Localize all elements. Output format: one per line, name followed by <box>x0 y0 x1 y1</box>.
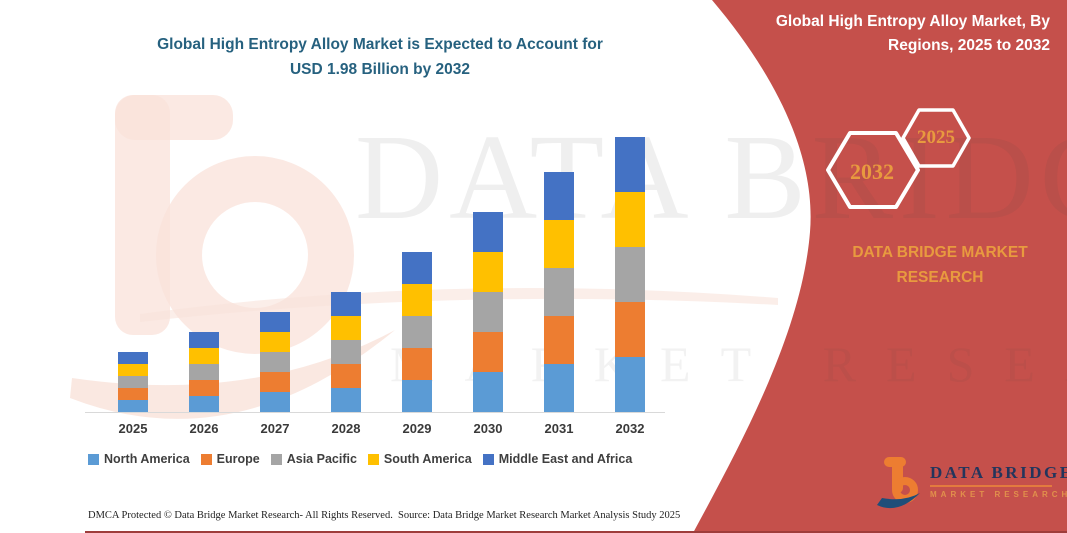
panel-title: Global High Entropy Alloy Market, By Reg… <box>742 10 1060 58</box>
legend-swatch-asia-pacific <box>270 453 282 465</box>
stacked-bar-2027 <box>260 312 290 412</box>
chart-title-line1: Global High Entropy Alloy Market is Expe… <box>157 36 603 53</box>
x-tick-2025: 2025 <box>118 421 148 436</box>
bar-segment-south-america <box>331 316 361 340</box>
bottom-rule <box>85 531 1067 533</box>
databridge-logo-icon <box>877 457 920 509</box>
bar-segment-north-america <box>615 357 645 412</box>
hexagon-label-2032: 2032 <box>850 159 894 184</box>
bar-segment-south-america <box>473 252 503 292</box>
year-hexagons <box>826 108 971 209</box>
footer-dmca: DMCA Protected © Data Bridge Market Rese… <box>88 510 393 521</box>
bar-segment-south-america <box>260 332 290 352</box>
bar-segment-europe <box>189 380 219 396</box>
x-tick-2026: 2026 <box>189 421 219 436</box>
bar-segment-middle-east-and-africa <box>473 212 503 252</box>
bar-segment-asia-pacific <box>331 340 361 364</box>
bar-segment-south-america <box>189 348 219 364</box>
stacked-bar-2031 <box>544 172 574 412</box>
legend-swatch-europe <box>200 453 212 465</box>
bar-segment-asia-pacific <box>118 376 148 388</box>
stacked-bar-2029 <box>402 252 432 412</box>
bar-segment-europe <box>473 332 503 372</box>
bar-segment-south-america <box>615 192 645 247</box>
chart-legend: North America Europe Asia Pacific South Ame… <box>88 452 678 466</box>
legend-label-asia-pacific: Asia Pacific <box>286 452 357 466</box>
chart-title: Global High Entropy Alloy Market is Expe… <box>85 33 675 83</box>
legend-item-middle-east-and-africa: Middle East and Africa <box>482 452 633 466</box>
brand-text-line2: RESEARCH <box>896 268 984 286</box>
legend-swatch-middle-east-and-africa <box>482 453 494 465</box>
legend-label-south-america: South America <box>383 452 472 466</box>
bar-segment-europe <box>544 316 574 364</box>
bar-segment-europe <box>615 302 645 357</box>
bar-segment-asia-pacific <box>544 268 574 316</box>
stacked-bar-2030 <box>473 212 503 412</box>
databridge-logo: DATA BRIDGE MARKET RESEARCH <box>876 455 1067 513</box>
x-axis-line <box>85 412 665 413</box>
stacked-bar-2032 <box>615 137 645 412</box>
bar-segment-europe <box>260 372 290 392</box>
stacked-bar-2025 <box>118 352 148 412</box>
x-tick-2028: 2028 <box>331 421 361 436</box>
panel-title-line2: Regions, 2025 to 2032 <box>888 37 1050 55</box>
logo-tagline: MARKET RESEARCH <box>930 490 1067 499</box>
panel-title-line1: Global High Entropy Alloy Market, By <box>775 13 1050 30</box>
chart-title-line2: USD 1.98 Billion by 2032 <box>289 60 471 78</box>
bar-segment-middle-east-and-africa <box>402 252 432 284</box>
bar-segment-north-america <box>331 388 361 412</box>
legend-label-europe: Europe <box>216 452 260 466</box>
legend-item-europe: Europe <box>200 452 260 466</box>
bar-segment-asia-pacific <box>473 292 503 332</box>
legend-swatch-north-america <box>88 453 99 465</box>
bar-segment-asia-pacific <box>402 316 432 348</box>
logo-name: DATA BRIDGE <box>930 463 1067 482</box>
stacked-bar-2028 <box>331 292 361 412</box>
x-tick-2032: 2032 <box>615 421 645 436</box>
bar-segment-north-america <box>260 392 290 412</box>
x-tick-2027: 2027 <box>260 421 290 436</box>
bar-segment-europe <box>331 364 361 388</box>
brand-text: DATA BRIDGE MARKET RESEARCH <box>828 241 1052 291</box>
bar-segment-south-america <box>402 284 432 316</box>
bar-segment-europe <box>118 388 148 400</box>
legend-label-north-america: North America <box>104 452 190 466</box>
x-axis-labels: 2025 2026 2027 2028 2029 2030 2031 2032 <box>85 421 665 439</box>
legend-item-asia-pacific: Asia Pacific <box>270 452 357 466</box>
bar-segment-north-america <box>118 400 148 412</box>
bar-segment-north-america <box>189 396 219 412</box>
footer-source: Source: Data Bridge Market Research Mark… <box>398 510 681 521</box>
bar-segment-south-america <box>544 220 574 268</box>
x-tick-2030: 2030 <box>473 421 503 436</box>
x-tick-2029: 2029 <box>402 421 432 436</box>
bar-segment-asia-pacific <box>260 352 290 372</box>
bar-segment-asia-pacific <box>189 364 219 380</box>
x-tick-2031: 2031 <box>544 421 574 436</box>
brand-text-line1: DATA BRIDGE MARKET <box>852 244 1028 261</box>
bar-segment-middle-east-and-africa <box>331 292 361 316</box>
bar-segment-middle-east-and-africa <box>615 137 645 192</box>
legend-item-south-america: South America <box>367 452 472 466</box>
plot-area <box>85 120 665 413</box>
bar-segment-middle-east-and-africa <box>118 352 148 364</box>
bar-segment-europe <box>402 348 432 380</box>
bar-segment-middle-east-and-africa <box>189 332 219 348</box>
stacked-bar-2026 <box>189 332 219 412</box>
bar-segment-asia-pacific <box>615 247 645 302</box>
bar-segment-south-america <box>118 364 148 376</box>
logo-rule <box>930 485 1052 487</box>
bar-segment-middle-east-and-africa <box>260 312 290 332</box>
hexagon-label-2025: 2025 <box>917 127 955 148</box>
bar-segment-middle-east-and-africa <box>544 172 574 220</box>
bar-segment-north-america <box>473 372 503 412</box>
legend-label-middle-east-and-africa: Middle East and Africa <box>498 452 633 466</box>
bar-segment-north-america <box>402 380 432 412</box>
legend-swatch-south-america <box>367 453 379 465</box>
legend-item-north-america: North America <box>88 452 190 466</box>
bar-segment-north-america <box>544 364 574 412</box>
